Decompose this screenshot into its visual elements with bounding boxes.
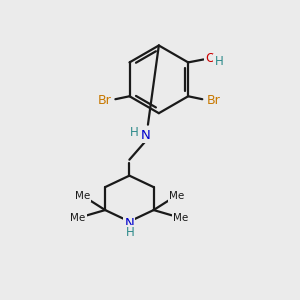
Text: Me: Me (169, 191, 184, 201)
Text: Me: Me (75, 191, 90, 201)
Text: H: H (214, 55, 223, 68)
Text: Me: Me (70, 213, 86, 223)
Text: N: N (124, 218, 134, 230)
Text: Me: Me (173, 213, 188, 223)
Text: H: H (130, 126, 139, 139)
Text: H: H (126, 226, 134, 239)
Text: Br: Br (207, 94, 220, 107)
Text: N: N (141, 129, 151, 142)
Text: Br: Br (97, 94, 111, 107)
Text: O: O (205, 52, 215, 65)
